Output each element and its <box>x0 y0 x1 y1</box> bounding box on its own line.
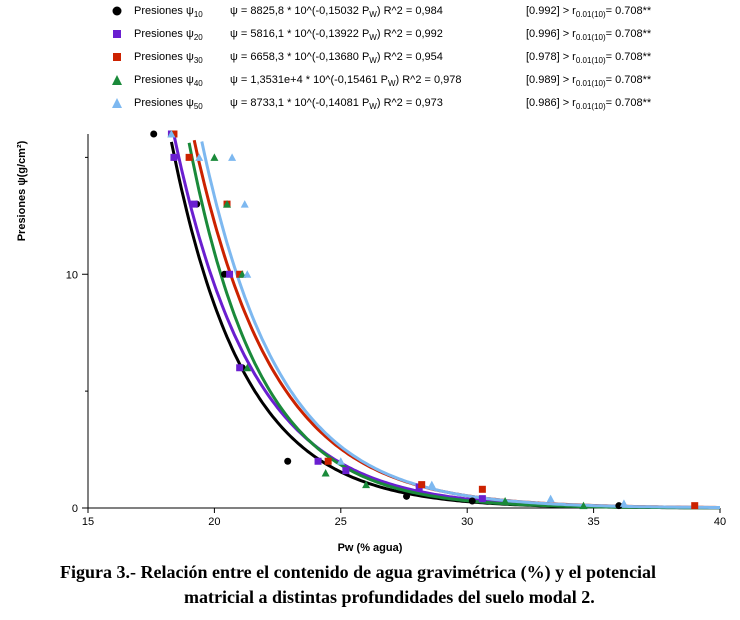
data-point <box>190 200 198 208</box>
data-point <box>185 153 193 161</box>
data-point <box>210 153 219 161</box>
data-point <box>691 502 699 510</box>
legend-marker-square <box>113 53 121 61</box>
data-point <box>228 153 237 161</box>
data-point <box>240 200 249 208</box>
caption-line-1: Figura 3.- Relación entre el contenido d… <box>60 562 657 582</box>
fit-curve-5 <box>200 141 720 509</box>
data-point <box>579 501 588 510</box>
legend-equation: ψ = 1,3531e+4 * 10^(-0,15461 PW) R^2 = 0… <box>230 74 462 88</box>
legend-entry: Presiones ψ30 ψ = 6658,3 * 10^(-0,13680 P… <box>108 46 728 68</box>
legend-entry: Presiones ψ20 ψ = 5816,1 * 10^(-0,13922 P… <box>108 23 728 45</box>
legend-significance: [0.992] > r0.01(10)= 0.708** <box>526 5 652 19</box>
data-point <box>362 480 371 489</box>
plot-area: 15 20 25 30 35 40 0 10 <box>66 130 726 528</box>
data-point <box>226 270 234 278</box>
caption-line-2: matricial a distintas profundidades del … <box>184 587 595 607</box>
data-point <box>243 363 252 372</box>
data-point <box>501 496 510 505</box>
legend-entry: Presiones ψ50 ψ = 8733,1 * 10^(-0,14081 P… <box>108 92 728 114</box>
x-tick-label: 35 <box>587 516 599 528</box>
data-point <box>418 481 426 489</box>
data-point <box>223 200 232 208</box>
legend-marker-triangle <box>112 75 122 85</box>
data-point <box>619 499 628 507</box>
x-tick-label: 40 <box>714 516 726 528</box>
legend-significance: [0.989] > r0.01(10)= 0.708** <box>526 74 652 88</box>
data-point <box>284 457 292 465</box>
data-point <box>236 270 244 278</box>
data-point <box>546 494 555 503</box>
legend-equation: ψ = 8825,8 * 10^(-0,15032 PW) R^2 = 0,98… <box>230 5 443 19</box>
y-tick-label: 10 <box>66 269 78 281</box>
data-point <box>324 457 332 465</box>
fit-curve-1 <box>169 141 720 510</box>
data-point <box>336 457 345 465</box>
y-tick-label: 0 <box>72 503 78 515</box>
legend-series-label: Presiones ψ10 <box>134 5 203 19</box>
legend-significance: [0.986] > r0.01(10)= 0.708** <box>526 97 652 111</box>
legend-equation: ψ = 5816,1 * 10^(-0,13922 PW) R^2 = 0,99… <box>230 28 443 42</box>
x-tick-label: 20 <box>208 516 220 528</box>
legend-entry: Presiones ψ10 ψ = 8825,8 * 10^(-0,15032 P… <box>108 0 728 22</box>
x-tick-label: 15 <box>82 516 94 528</box>
x-tick-label: 30 <box>461 516 473 528</box>
data-point <box>321 468 330 477</box>
legend-series-label: Presiones ψ40 <box>134 74 203 88</box>
data-point <box>403 492 411 500</box>
legend-significance: [0.978] > r0.01(10)= 0.708** <box>526 51 652 65</box>
legend-significance: [0.996] > r0.01(10)= 0.708** <box>526 28 652 42</box>
legend-marker-circle <box>112 6 122 16</box>
legend-series-label: Presiones ψ50 <box>134 97 203 111</box>
y-axis-label: Presiones ψ(g/cm²) <box>16 140 28 242</box>
fit-curve-3 <box>192 139 720 509</box>
data-point <box>167 130 176 138</box>
data-point <box>478 485 486 493</box>
fit-curve-4 <box>187 142 720 510</box>
x-axis-label: Pw (% agua) <box>337 542 403 554</box>
legend-marker-square <box>113 30 121 38</box>
data-point <box>195 153 204 161</box>
data-point <box>314 457 322 465</box>
data-point <box>342 467 350 475</box>
data-point <box>238 270 247 278</box>
legend: Presiones ψ10 ψ = 8825,8 * 10^(-0,15032 P… <box>108 0 728 118</box>
data-point <box>243 270 252 278</box>
legend-equation: ψ = 6658,3 * 10^(-0,13680 PW) R^2 = 0,95… <box>230 51 443 65</box>
data-point <box>615 502 623 510</box>
legend-series-label: Presiones ψ20 <box>134 28 203 42</box>
legend-equation: ψ = 8733,1 * 10^(-0,14081 PW) R^2 = 0,97… <box>230 97 443 111</box>
data-point <box>150 130 158 138</box>
data-point <box>468 497 476 505</box>
data-point <box>427 480 436 489</box>
legend-marker-triangle <box>112 98 122 108</box>
data-point <box>478 495 486 503</box>
legend-series-label: Presiones ψ30 <box>134 51 203 65</box>
data-point <box>236 364 244 372</box>
legend-entry: Presiones ψ40 ψ = 1,3531e+4 * 10^(-0,1546… <box>108 69 728 91</box>
data-point <box>170 153 178 161</box>
x-tick-label: 25 <box>335 516 347 528</box>
data-point <box>170 130 178 138</box>
